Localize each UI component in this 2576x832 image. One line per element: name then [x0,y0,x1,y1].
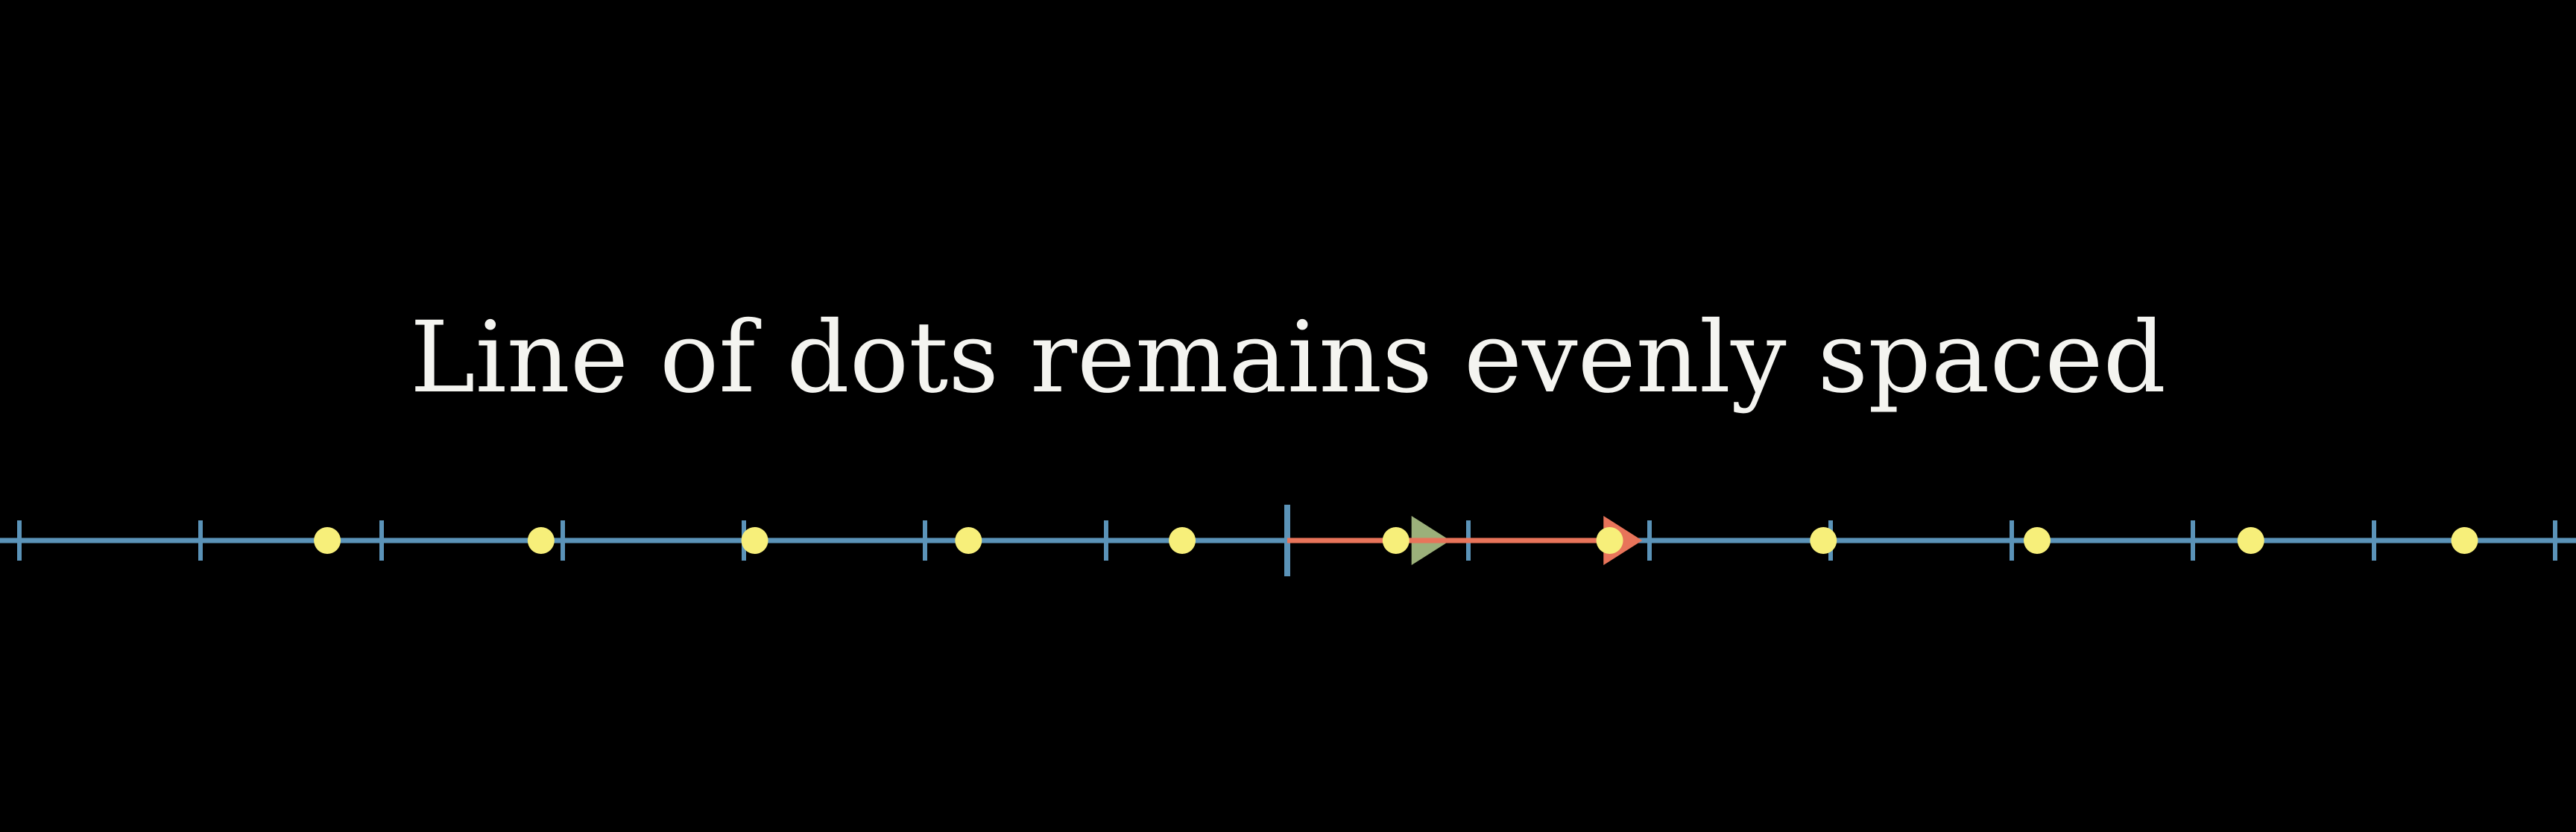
dot-marker [1169,527,1196,554]
dot-layer [314,527,2478,554]
dot-marker [741,527,768,554]
caption-title: Line of dots remains evenly spaced [409,300,2167,415]
dot-marker [314,527,341,554]
dot-marker [2237,527,2264,554]
dot-marker [1596,527,1623,554]
dot-marker [2451,527,2478,554]
dot-marker [2024,527,2051,554]
dot-marker [1810,527,1837,554]
dot-marker [955,527,982,554]
dot-marker [527,527,555,554]
vector-layer [1287,516,1643,565]
dot-marker [1382,527,1409,554]
